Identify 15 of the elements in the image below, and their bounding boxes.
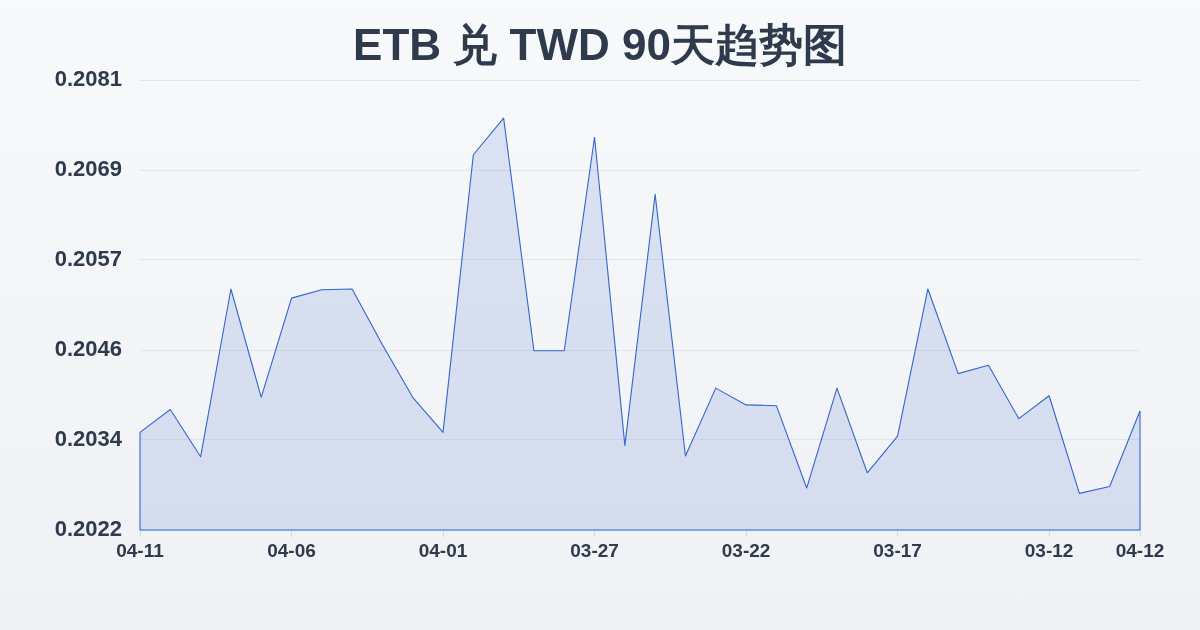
y-tick-label: 0.2034 (54, 426, 123, 452)
x-tick-label: 04-06 (267, 539, 316, 561)
y-tick-label: 0.2069 (54, 156, 122, 182)
chart-title: ETB 兑 TWD 90天趋势图 (353, 20, 847, 69)
y-tick-label: 0.2022 (54, 516, 122, 542)
y-tick-label: 0.2057 (54, 246, 122, 272)
x-tick-label: 03-17 (873, 539, 922, 561)
x-tick-label: 04-01 (418, 539, 468, 561)
x-tick-label: 04-12 (1115, 539, 1165, 561)
x-tick-label: 04-11 (116, 539, 165, 561)
x-tick-label: 03-27 (570, 539, 619, 561)
x-tick-label: 03-12 (1024, 539, 1074, 561)
x-tick-label: 03-22 (721, 539, 771, 561)
y-tick-label: 0.2081 (54, 66, 122, 92)
y-tick-label: 0.2046 (54, 336, 122, 362)
